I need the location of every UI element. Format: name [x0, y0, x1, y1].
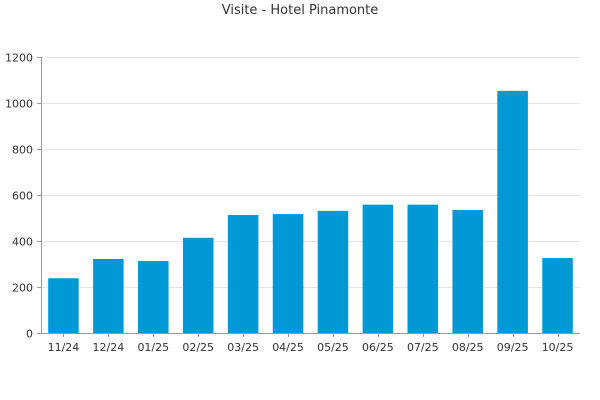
bar [497, 90, 528, 333]
bar [272, 214, 304, 333]
y-tick-label: 200 [12, 282, 33, 295]
x-tick-label: 06/25 [362, 341, 394, 354]
bar [452, 209, 483, 333]
y-tick-labels: 0 200 400 600 800 1000 1200 [5, 52, 33, 341]
bars [48, 90, 573, 333]
bar [542, 258, 573, 333]
bar [48, 278, 79, 333]
y-tick-label: 800 [12, 144, 33, 157]
bar [317, 210, 349, 333]
x-tick-label: 10/25 [542, 341, 574, 354]
x-tick-label: 08/25 [452, 341, 484, 354]
bar [182, 237, 214, 333]
x-tick-label: 07/25 [407, 341, 439, 354]
y-tick-label: 400 [12, 236, 33, 249]
bar [93, 258, 124, 333]
axes [37, 57, 580, 337]
x-tick-label: 03/25 [227, 341, 259, 354]
x-tick-label: 09/25 [497, 341, 529, 354]
x-tick-label: 05/25 [317, 341, 349, 354]
bar [407, 204, 439, 333]
gridlines [41, 57, 580, 288]
bar [227, 215, 259, 333]
x-tick-label: 11/24 [48, 341, 80, 354]
x-tick-label: 01/25 [137, 341, 169, 354]
y-tick-label: 0 [26, 328, 33, 341]
x-tick-label: 04/25 [272, 341, 304, 354]
bar [138, 261, 169, 333]
chart-title: Visite - Hotel Pinamonte [221, 3, 379, 18]
y-tick-label: 1000 [5, 98, 33, 111]
x-tick-label: 02/25 [182, 341, 214, 354]
x-tick-labels: 11/24 12/24 01/25 02/25 03/25 04/25 05/25 06/25… [48, 341, 574, 354]
bar [362, 204, 394, 333]
x-tick-label: 12/24 [93, 341, 125, 354]
y-tick-label: 600 [12, 190, 33, 203]
y-tick-label: 1200 [5, 52, 33, 65]
